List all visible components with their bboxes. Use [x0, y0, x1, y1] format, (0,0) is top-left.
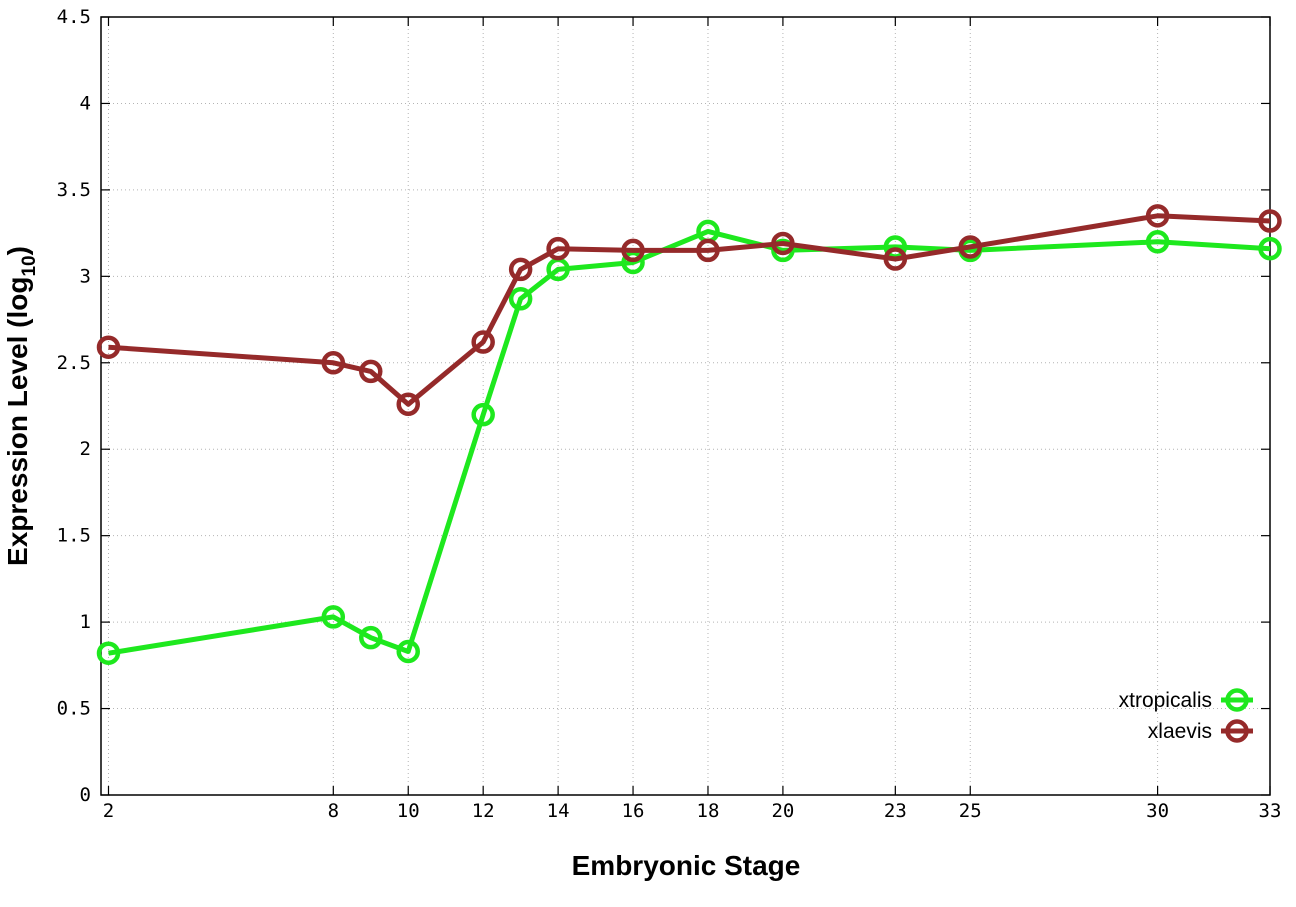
- data-point-xlaevis: [471, 330, 495, 354]
- data-point-xtropicalis: [471, 402, 495, 427]
- data-point-xlaevis: [883, 247, 908, 271]
- series-line-xtropicalis: [108, 228, 1271, 656]
- x-tick-label: 8: [328, 800, 339, 822]
- data-point-xtropicalis: [621, 250, 645, 275]
- y-tick-label: 4.5: [57, 6, 91, 28]
- data-point-xlaevis: [1145, 204, 1170, 228]
- legend-marker-xtropicalis: [1225, 688, 1249, 712]
- y-axis-title-subscript: 10: [19, 255, 40, 276]
- data-point-xtropicalis: [508, 287, 533, 311]
- x-tick-label: 14: [547, 800, 570, 822]
- data-point-xlaevis: [96, 335, 121, 359]
- data-point-xlaevis: [546, 236, 570, 261]
- x-tick-label: 33: [1259, 800, 1282, 822]
- grid-layer: [101, 17, 1270, 795]
- data-point-xtropicalis: [359, 625, 383, 650]
- y-tick-label: 2.5: [57, 352, 91, 374]
- data-point-xtropicalis: [1258, 236, 1282, 261]
- series-layer: [96, 204, 1282, 665]
- x-tick-label: 12: [472, 800, 495, 822]
- y-tick-label: 3.5: [57, 179, 91, 201]
- data-point-xlaevis: [958, 235, 983, 259]
- data-point-xtropicalis: [771, 238, 795, 263]
- data-point-xtropicalis: [883, 235, 908, 259]
- y-tick-label: 3: [80, 265, 91, 287]
- data-point-xtropicalis: [396, 639, 420, 664]
- legend: xtropicalis xlaevis: [1119, 688, 1253, 743]
- y-tick-label: 4: [80, 92, 91, 114]
- data-point-xlaevis: [621, 238, 645, 263]
- y-tick-label: 1: [80, 611, 91, 633]
- x-tick-label: 30: [1146, 800, 1169, 822]
- x-tick-label: 16: [622, 800, 645, 822]
- legend-label-xtropicalis: xtropicalis: [1119, 689, 1212, 712]
- data-point-xtropicalis: [1145, 230, 1170, 254]
- y-tick-label: 1.5: [57, 525, 91, 547]
- data-point-xlaevis: [771, 231, 795, 256]
- y-axis-title-main: Expression Level (log: [2, 277, 33, 566]
- data-point-xtropicalis: [321, 605, 346, 629]
- y-tick-label: 2: [80, 438, 91, 460]
- y-tick-label: 0.5: [57, 698, 91, 720]
- x-axis-title: Embryonic Stage: [572, 850, 801, 881]
- data-point-xlaevis: [321, 351, 346, 375]
- legend-label-xlaevis: xlaevis: [1148, 720, 1212, 743]
- data-point-xlaevis: [359, 359, 383, 384]
- data-point-xlaevis: [1258, 209, 1282, 233]
- y-axis-title-close: ): [2, 246, 33, 255]
- x-tick-label: 2: [103, 800, 114, 822]
- data-point-xlaevis: [396, 392, 420, 417]
- x-tick-label: 10: [397, 800, 420, 822]
- x-tick-label: 18: [697, 800, 720, 822]
- series-xlaevis: [96, 204, 1282, 417]
- y-axis-title: Expression Level (log10): [2, 246, 40, 566]
- x-tick-label: 25: [959, 800, 982, 822]
- data-point-xlaevis: [508, 257, 533, 282]
- data-point-xtropicalis: [96, 641, 121, 665]
- tick-layer: 0 0.5 1 1.5 2 2.5 3 3.5 4 4.5 2 8 10 12 14 16 18 20 23 25 30…: [57, 6, 1282, 822]
- data-point-xlaevis: [696, 238, 720, 263]
- x-tick-label: 20: [771, 800, 794, 822]
- y-tick-label: 0: [80, 784, 91, 806]
- series-xtropicalis: [96, 219, 1282, 665]
- plot-frame: [100, 16, 1271, 796]
- x-tick-label: 23: [884, 800, 907, 822]
- legend-marker-xlaevis: [1225, 719, 1249, 743]
